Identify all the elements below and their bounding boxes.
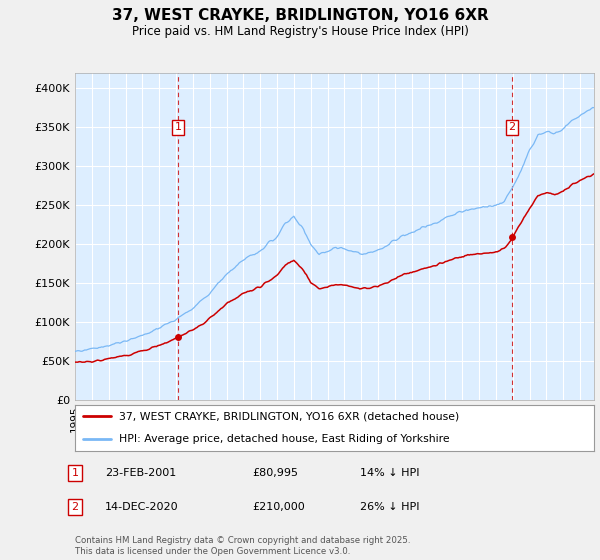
Text: 2: 2 (508, 123, 515, 132)
Text: 14-DEC-2020: 14-DEC-2020 (105, 502, 179, 512)
Text: 2: 2 (71, 502, 79, 512)
Text: 37, WEST CRAYKE, BRIDLINGTON, YO16 6XR: 37, WEST CRAYKE, BRIDLINGTON, YO16 6XR (112, 8, 488, 24)
Text: 26% ↓ HPI: 26% ↓ HPI (360, 502, 419, 512)
Text: £80,995: £80,995 (252, 468, 298, 478)
Text: 1: 1 (175, 123, 182, 132)
Text: 1: 1 (71, 468, 79, 478)
Text: Price paid vs. HM Land Registry's House Price Index (HPI): Price paid vs. HM Land Registry's House … (131, 25, 469, 38)
Text: £210,000: £210,000 (252, 502, 305, 512)
Text: 23-FEB-2001: 23-FEB-2001 (105, 468, 176, 478)
Text: HPI: Average price, detached house, East Riding of Yorkshire: HPI: Average price, detached house, East… (119, 435, 450, 444)
Text: 37, WEST CRAYKE, BRIDLINGTON, YO16 6XR (detached house): 37, WEST CRAYKE, BRIDLINGTON, YO16 6XR (… (119, 412, 460, 421)
Text: Contains HM Land Registry data © Crown copyright and database right 2025.
This d: Contains HM Land Registry data © Crown c… (75, 536, 410, 556)
Text: 14% ↓ HPI: 14% ↓ HPI (360, 468, 419, 478)
